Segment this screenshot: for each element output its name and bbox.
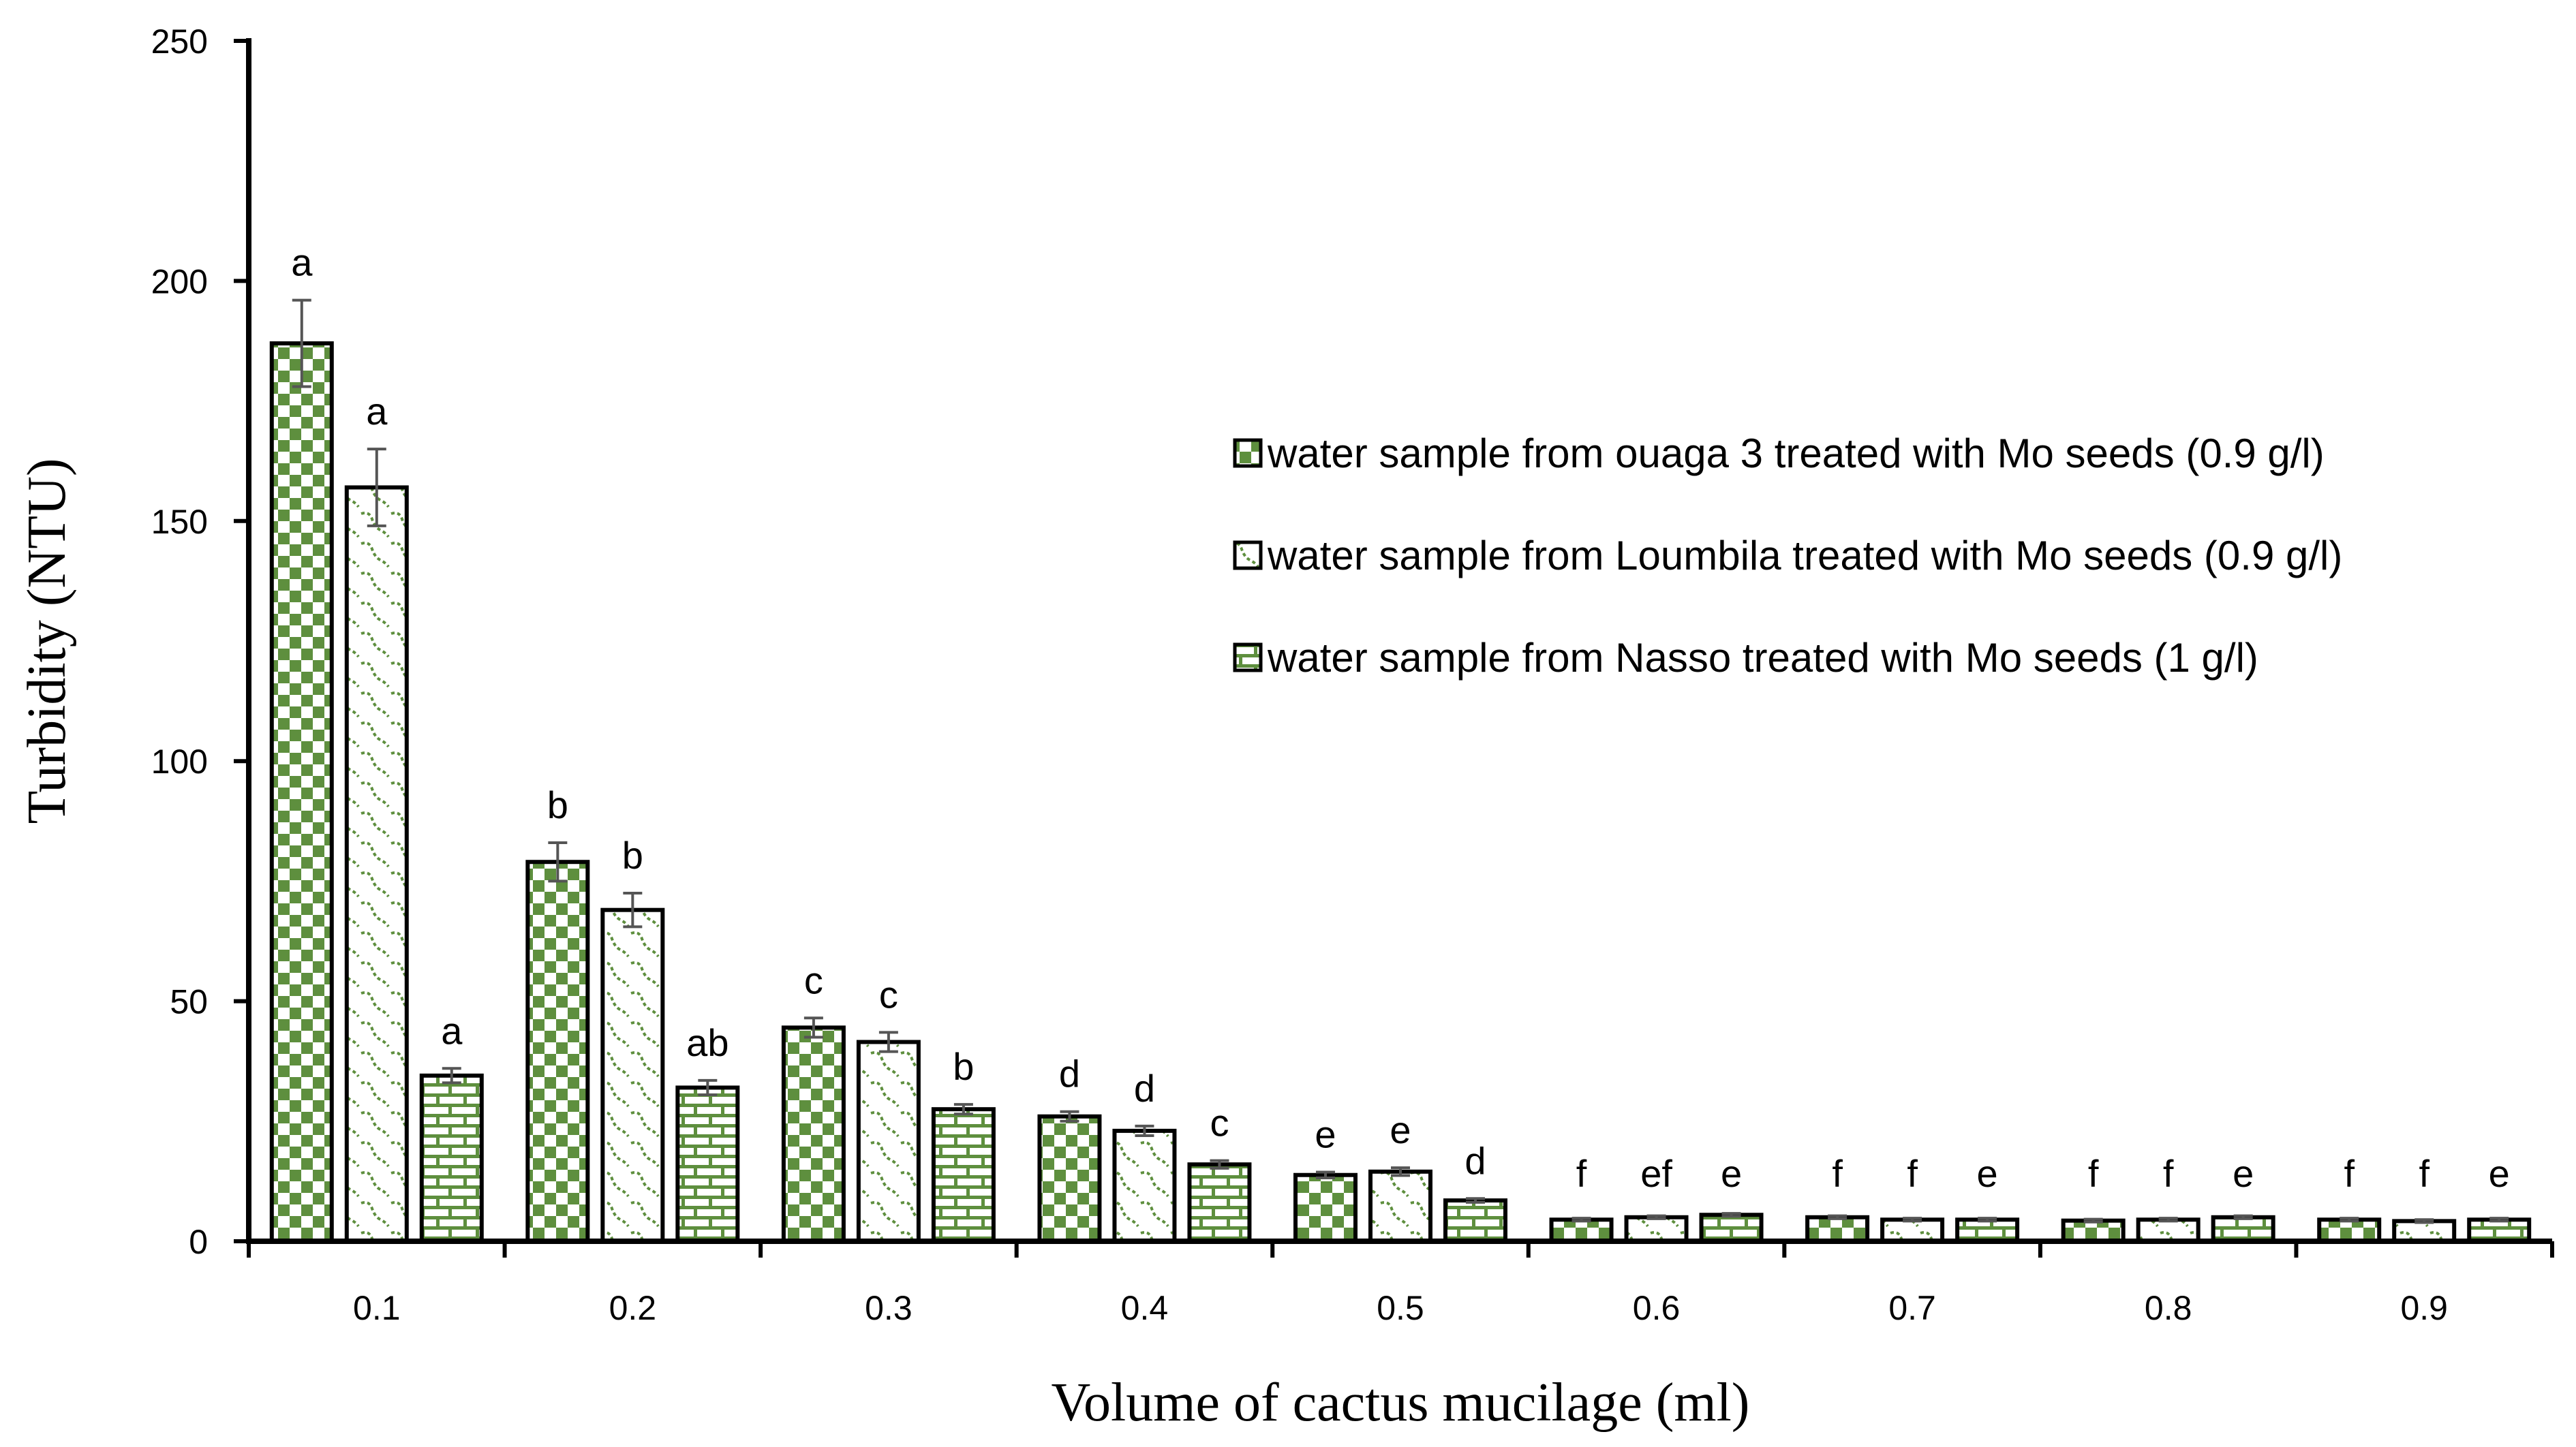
significance-label: f <box>2163 1152 2174 1195</box>
significance-label: b <box>622 834 643 877</box>
x-tick-label: 0.8 <box>2145 1289 2192 1327</box>
bar <box>1112 1128 1177 1243</box>
significance-label: e <box>2489 1152 2510 1195</box>
bar <box>419 1073 484 1243</box>
significance-label: c <box>879 973 898 1016</box>
significance-label: ab <box>686 1021 729 1064</box>
legend-label: water sample from Nasso treated with Mo … <box>1267 635 2258 681</box>
significance-label: e <box>2233 1152 2254 1195</box>
y-tick-label: 200 <box>151 262 208 300</box>
legend-label: water sample from ouaga 3 treated with M… <box>1267 431 2325 476</box>
bar <box>1805 1215 1870 1244</box>
significance-label: e <box>1977 1152 1998 1195</box>
bar <box>2061 1218 2126 1244</box>
bar <box>2211 1215 2275 1244</box>
x-tick-label: 0.3 <box>865 1289 913 1327</box>
x-tick-label: 0.4 <box>1121 1289 1169 1327</box>
bar <box>1955 1217 2020 1244</box>
bar <box>1187 1162 1252 1244</box>
bar <box>2392 1219 2457 1244</box>
bar <box>2136 1217 2201 1244</box>
bar <box>1368 1169 1432 1243</box>
bar <box>931 1107 996 1244</box>
legend: water sample from ouaga 3 treated with M… <box>1233 431 2342 681</box>
significance-label: f <box>2344 1152 2355 1195</box>
significance-label: ef <box>1640 1152 1672 1195</box>
x-tick-label: 0.7 <box>1888 1289 1936 1327</box>
bar <box>856 1040 921 1244</box>
significance-label: f <box>1832 1152 1843 1195</box>
significance-label: d <box>1465 1139 1486 1182</box>
legend-swatch <box>1233 438 1263 468</box>
bar <box>1037 1114 1102 1243</box>
x-tick-label: 0.5 <box>1377 1289 1424 1327</box>
bar <box>344 485 409 1243</box>
x-tick-label: 0.9 <box>2400 1289 2448 1327</box>
bar <box>600 907 665 1243</box>
significance-label: f <box>2088 1152 2099 1195</box>
bar <box>1880 1217 1945 1244</box>
bar <box>1624 1215 1689 1244</box>
x-tick-label: 0.1 <box>353 1289 401 1327</box>
bar <box>2467 1217 2532 1244</box>
significance-label: b <box>953 1045 974 1088</box>
significance-label: e <box>1390 1108 1411 1151</box>
significance-label: f <box>1576 1152 1587 1195</box>
significance-label: e <box>1721 1152 1742 1195</box>
significance-label: a <box>441 1009 463 1052</box>
y-axis-title: Turbidity (NTU) <box>17 458 77 824</box>
x-tick-label: 0.6 <box>1633 1289 1681 1327</box>
bar <box>269 341 334 1243</box>
y-tick-label: 250 <box>151 22 208 61</box>
bar <box>2317 1217 2382 1244</box>
significance-label: f <box>1907 1152 1918 1195</box>
significance-label: c <box>1210 1102 1229 1145</box>
bar <box>525 860 590 1243</box>
bar <box>1443 1198 1507 1244</box>
significance-label: d <box>1134 1067 1155 1110</box>
bar <box>1549 1217 1614 1244</box>
significance-label: d <box>1059 1053 1080 1095</box>
y-tick-label: 100 <box>151 743 208 781</box>
significance-label: e <box>1315 1113 1336 1156</box>
significance-label: c <box>804 959 823 1001</box>
legend-label: water sample from Loumbila treated with … <box>1267 533 2342 578</box>
bar <box>1699 1213 1764 1243</box>
x-axis-title: Volume of cactus mucilage (ml) <box>1052 1373 1750 1433</box>
legend-swatch <box>1233 540 1263 570</box>
significance-label: a <box>366 390 388 433</box>
bar <box>1293 1172 1358 1243</box>
significance-label: b <box>547 783 568 826</box>
bar <box>675 1085 740 1243</box>
legend-swatch <box>1233 642 1263 672</box>
plot-area: 0 50 100 150 200 250 0.1 0.2 0.3 0.4 0.5 0.6 0.7 0.8 0… <box>151 22 2554 1327</box>
bar <box>781 1025 846 1243</box>
significance-label: f <box>2419 1152 2429 1195</box>
y-tick-label: 0 <box>189 1223 208 1261</box>
y-tick-label: 50 <box>170 983 208 1021</box>
significance-label: a <box>291 241 313 284</box>
x-tick-label: 0.2 <box>609 1289 657 1327</box>
y-tick-label: 150 <box>151 503 208 541</box>
